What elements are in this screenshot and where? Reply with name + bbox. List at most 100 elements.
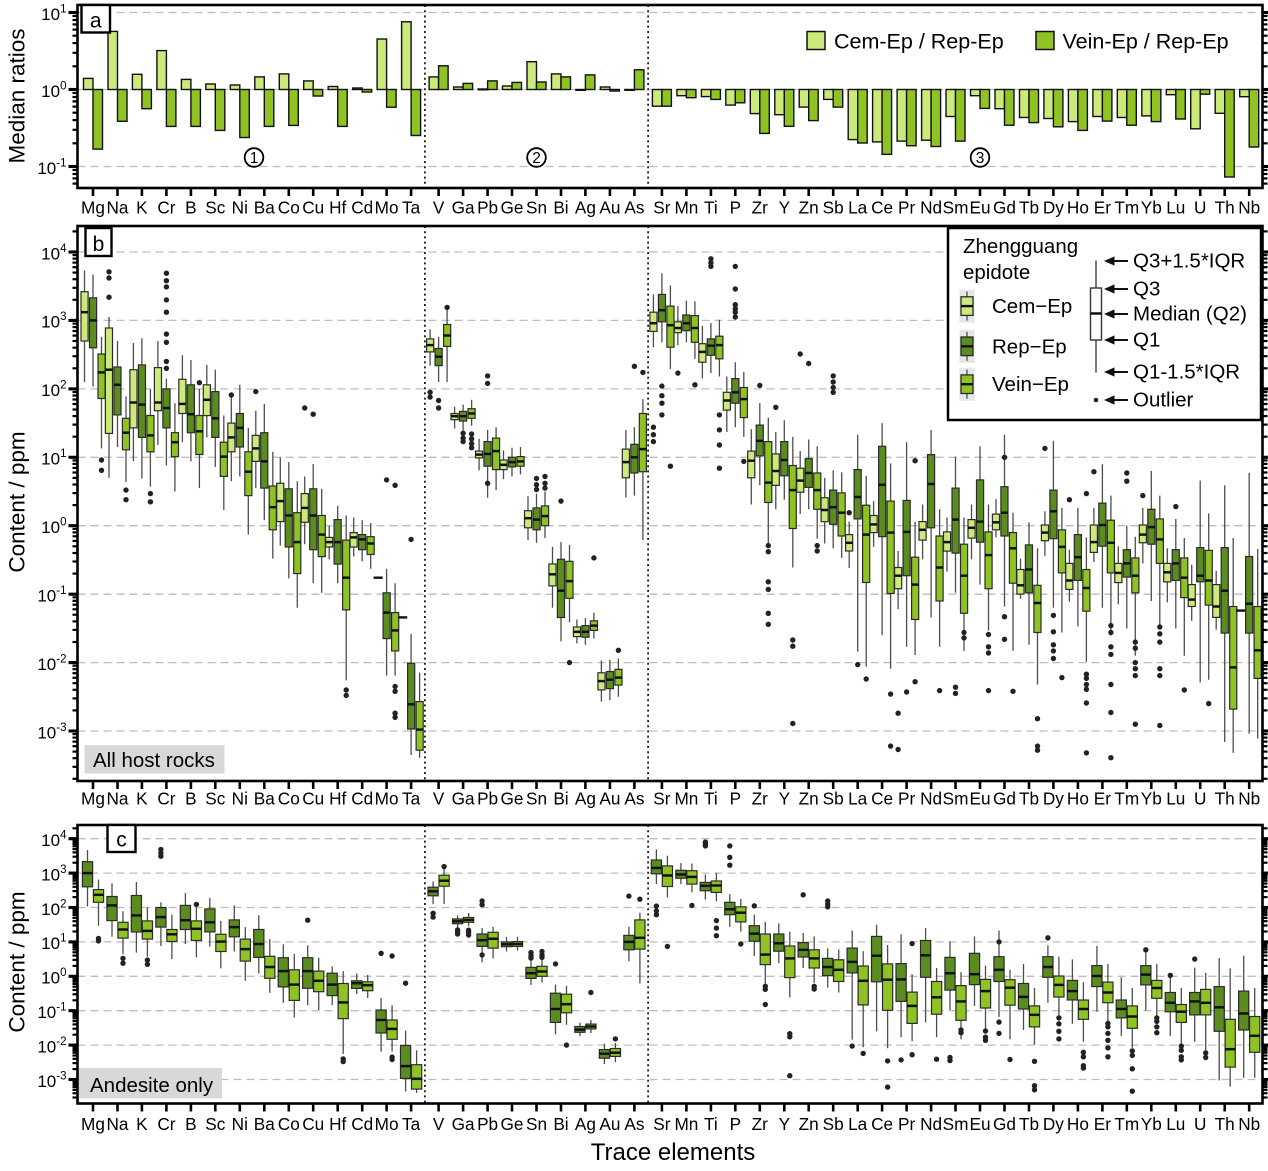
svg-text:As: As xyxy=(624,198,644,218)
svg-text:Cem-Ep / Rep-Ep: Cem-Ep / Rep-Ep xyxy=(834,30,1004,54)
svg-text:Lu: Lu xyxy=(1166,789,1185,809)
svg-text:Ce: Ce xyxy=(871,789,893,809)
svg-text:All host rocks: All host rocks xyxy=(93,749,215,772)
svg-text:Sm: Sm xyxy=(943,1114,969,1134)
svg-text:Median ratios: Median ratios xyxy=(5,28,30,163)
svg-text:Tb: Tb xyxy=(1019,1114,1039,1134)
svg-text:Gd: Gd xyxy=(993,198,1016,218)
svg-text:Sm: Sm xyxy=(943,198,969,218)
svg-text:Pr: Pr xyxy=(898,198,915,218)
svg-text:Ho: Ho xyxy=(1067,789,1089,809)
svg-text:La: La xyxy=(848,789,868,809)
svg-text:Cr: Cr xyxy=(157,1114,175,1134)
svg-text:Er: Er xyxy=(1094,198,1111,218)
svg-text:Au: Au xyxy=(599,1114,620,1134)
svg-text:P: P xyxy=(730,1114,741,1134)
svg-text:Pb: Pb xyxy=(477,1114,498,1134)
svg-text:Mg: Mg xyxy=(81,789,105,809)
svg-text:Cem−Ep: Cem−Ep xyxy=(992,295,1072,318)
svg-text:epidote: epidote xyxy=(963,261,1030,284)
svg-text:Ce: Ce xyxy=(871,1114,893,1134)
svg-text:Au: Au xyxy=(599,789,620,809)
svg-text:Sm: Sm xyxy=(943,789,969,809)
svg-text:Na: Na xyxy=(107,789,129,809)
svg-text:Sc: Sc xyxy=(205,1114,225,1134)
svg-text:Median (Q2): Median (Q2) xyxy=(1133,303,1247,326)
svg-text:Mn: Mn xyxy=(674,1114,698,1134)
svg-text:Sr: Sr xyxy=(653,789,670,809)
svg-text:1: 1 xyxy=(250,150,259,167)
svg-text:Tm: Tm xyxy=(1114,789,1139,809)
svg-text:a: a xyxy=(90,10,102,33)
svg-text:Er: Er xyxy=(1094,789,1111,809)
svg-text:K: K xyxy=(136,789,148,809)
svg-text:Sr: Sr xyxy=(653,1114,670,1134)
svg-text:Ba: Ba xyxy=(254,198,275,218)
svg-text:Lu: Lu xyxy=(1166,198,1185,218)
svg-text:3: 3 xyxy=(976,150,985,167)
svg-text:Bi: Bi xyxy=(553,1114,568,1134)
svg-text:Hf: Hf xyxy=(329,1114,346,1134)
svg-text:Yb: Yb xyxy=(1141,1114,1162,1134)
svg-text:Zn: Zn xyxy=(799,1114,819,1134)
svg-text:Mn: Mn xyxy=(674,198,698,218)
svg-text:Mo: Mo xyxy=(375,198,399,218)
svg-text:Yb: Yb xyxy=(1141,198,1162,218)
svg-text:Ga: Ga xyxy=(452,198,475,218)
svg-text:U: U xyxy=(1194,198,1206,218)
svg-text:Na: Na xyxy=(107,198,129,218)
svg-text:Zr: Zr xyxy=(752,1114,768,1134)
svg-text:Sc: Sc xyxy=(205,789,225,809)
svg-text:Ni: Ni xyxy=(232,198,248,218)
svg-text:Nd: Nd xyxy=(920,1114,942,1134)
svg-text:La: La xyxy=(848,1114,868,1134)
svg-text:Content / ppm: Content / ppm xyxy=(5,891,30,1032)
svg-text:2: 2 xyxy=(532,150,541,167)
svg-text:Cr: Cr xyxy=(157,198,175,218)
svg-text:Sc: Sc xyxy=(205,198,225,218)
svg-text:Cu: Cu xyxy=(302,1114,324,1134)
svg-text:Bi: Bi xyxy=(553,198,568,218)
svg-text:Nb: Nb xyxy=(1238,789,1260,809)
svg-text:Sb: Sb xyxy=(823,1114,844,1134)
svg-text:Vein−Ep: Vein−Ep xyxy=(992,373,1069,396)
svg-text:Co: Co xyxy=(278,198,300,218)
svg-text:Ag: Ag xyxy=(575,789,596,809)
svg-text:Ba: Ba xyxy=(254,789,275,809)
svg-text:Nd: Nd xyxy=(920,198,942,218)
svg-text:Cu: Cu xyxy=(302,789,324,809)
svg-text:Ge: Ge xyxy=(501,789,524,809)
svg-text:As: As xyxy=(624,789,644,809)
svg-text:Sn: Sn xyxy=(526,198,547,218)
svg-text:Y: Y xyxy=(779,1114,791,1134)
svg-text:Pr: Pr xyxy=(898,1114,915,1134)
svg-text:Mn: Mn xyxy=(674,789,698,809)
svg-text:Ta: Ta xyxy=(402,789,421,809)
svg-text:Cd: Cd xyxy=(351,1114,373,1134)
svg-text:Th: Th xyxy=(1215,1114,1235,1134)
svg-text:Ge: Ge xyxy=(501,1114,524,1134)
svg-text:Yb: Yb xyxy=(1141,789,1162,809)
svg-text:B: B xyxy=(185,1114,196,1134)
svg-text:La: La xyxy=(848,198,868,218)
svg-text:Sn: Sn xyxy=(526,1114,547,1134)
svg-text:Ga: Ga xyxy=(452,1114,475,1134)
svg-text:Ti: Ti xyxy=(704,1114,718,1134)
svg-text:Dy: Dy xyxy=(1043,1114,1064,1134)
svg-text:Ga: Ga xyxy=(452,789,475,809)
svg-text:Sr: Sr xyxy=(653,198,670,218)
svg-text:Ta: Ta xyxy=(402,1114,421,1134)
svg-text:Sb: Sb xyxy=(823,198,844,218)
svg-text:Q3: Q3 xyxy=(1133,278,1160,301)
svg-text:P: P xyxy=(730,198,741,218)
svg-text:Zn: Zn xyxy=(799,198,819,218)
svg-text:c: c xyxy=(116,829,127,852)
svg-text:Eu: Eu xyxy=(969,198,990,218)
svg-text:Hf: Hf xyxy=(329,198,346,218)
svg-text:Co: Co xyxy=(278,1114,300,1134)
svg-text:Lu: Lu xyxy=(1166,1114,1185,1134)
svg-text:Vein-Ep / Rep-Ep: Vein-Ep / Rep-Ep xyxy=(1063,30,1229,54)
svg-text:Ni: Ni xyxy=(232,789,248,809)
svg-text:Outlier: Outlier xyxy=(1133,389,1194,412)
svg-text:Ba: Ba xyxy=(254,1114,275,1134)
